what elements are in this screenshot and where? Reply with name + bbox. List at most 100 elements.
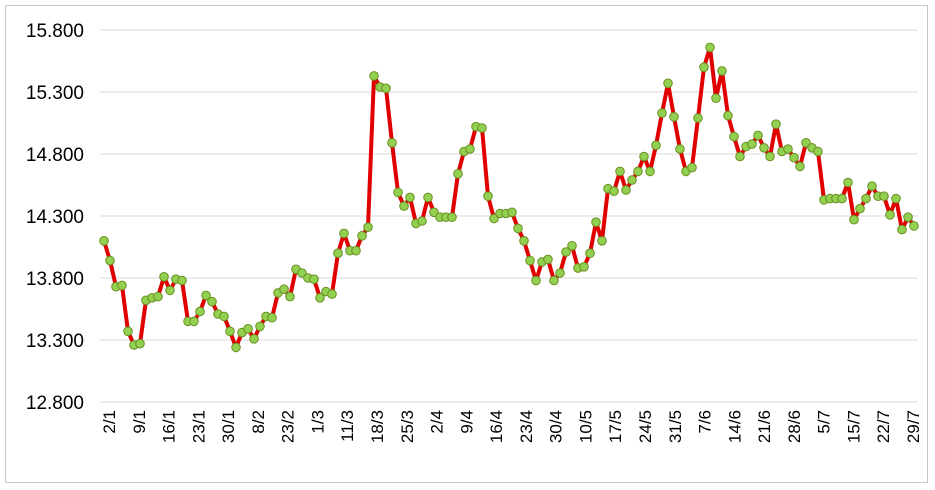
data-point [381,83,391,94]
x-tick-label: 22/7 [874,410,893,443]
data-point [105,255,115,266]
data-point [759,143,769,153]
x-tick-label: 11/3 [338,410,357,442]
data-point [591,217,601,227]
x-axis-ticks: 2/1 9/1 16/1 23/1 30/1 8/2 23/2 1/3 11/3 18/3 25/3… [100,410,923,443]
data-point [357,231,367,241]
data-point [507,207,517,218]
data-point [567,241,577,251]
data-point [399,201,409,211]
x-tick-label: 15/7 [844,410,863,443]
data-point [453,169,463,179]
data-point [723,110,733,121]
data-point [531,275,541,286]
data-point [333,248,343,258]
x-tick-label: 23/2 [279,410,298,443]
data-point [477,123,487,133]
data-point [903,212,913,222]
data-point [693,113,703,123]
y-tick-label: 15.300 [26,83,84,104]
data-point [309,274,319,285]
data-point [165,285,175,296]
data-point [189,316,199,327]
data-point [687,162,697,173]
data-point [837,193,847,204]
data-point [705,42,715,53]
data-point [339,228,349,239]
y-tick-label: 14.800 [26,145,84,166]
data-point [123,326,133,337]
data-point [579,262,589,272]
data-point [231,342,241,353]
x-tick-label: 30/4 [547,410,566,443]
data-point [849,214,859,225]
data-point [279,284,289,295]
data-point [285,291,295,302]
x-tick-label: 17/5 [606,410,625,443]
x-tick-label: 23/1 [189,410,208,443]
data-point [513,223,523,234]
data-point [483,191,493,201]
data-point [405,192,415,203]
x-tick-label: 2/4 [428,410,447,434]
x-tick-label: 29/7 [904,410,923,443]
data-point [711,93,721,103]
y-tick-label: 13.800 [26,269,84,290]
data-point [549,275,559,286]
data-point [351,245,361,256]
x-tick-label: 23/4 [517,410,536,443]
data-point [891,193,901,204]
x-tick-label: 9/4 [457,410,476,434]
data-point [369,71,379,81]
x-tick-label: 16/4 [487,410,506,443]
data-point [267,312,277,323]
data-point [639,151,649,162]
data-point [327,289,337,299]
data-point [219,311,229,322]
data-point [663,78,673,89]
x-tick-label: 28/6 [785,410,804,443]
x-tick-label: 21/6 [755,410,774,443]
x-tick-label: 7/6 [696,410,715,434]
y-tick-label: 15.800 [26,21,84,42]
data-point [207,296,217,307]
data-point [885,210,895,220]
data-point [555,268,565,278]
data-point [747,139,757,149]
data-point [897,224,907,235]
data-point [657,108,667,118]
data-points [99,42,919,353]
x-tick-label: 25/3 [398,410,417,443]
data-point [621,185,631,195]
x-tick-label: 16/1 [160,410,179,443]
y-axis-ticks: 12.800 13.300 13.800 14.300 14.800 15.300 15.8… [26,21,84,414]
data-point [609,186,619,196]
data-point [789,152,799,163]
data-point [225,326,235,337]
data-point [699,62,709,72]
data-point [627,175,637,185]
data-point [861,193,871,204]
x-tick-label: 24/5 [636,410,655,443]
x-tick-label: 8/2 [249,410,268,434]
chart-frame [5,5,928,483]
data-point [753,130,763,141]
data-point [729,131,739,142]
data-point [633,166,643,177]
data-point [783,144,793,154]
x-tick-label: 2/1 [100,410,119,434]
data-point [675,144,685,154]
data-point [855,203,865,214]
data-point [195,306,205,317]
data-point [879,191,889,201]
data-point [249,334,259,344]
gridlines [100,29,918,403]
data-point [393,187,403,198]
data-point [177,275,187,286]
data-point [99,236,109,246]
data-point [135,338,145,349]
data-point [771,119,781,129]
data-point [159,272,169,282]
data-point [645,166,655,177]
data-point [153,291,163,302]
